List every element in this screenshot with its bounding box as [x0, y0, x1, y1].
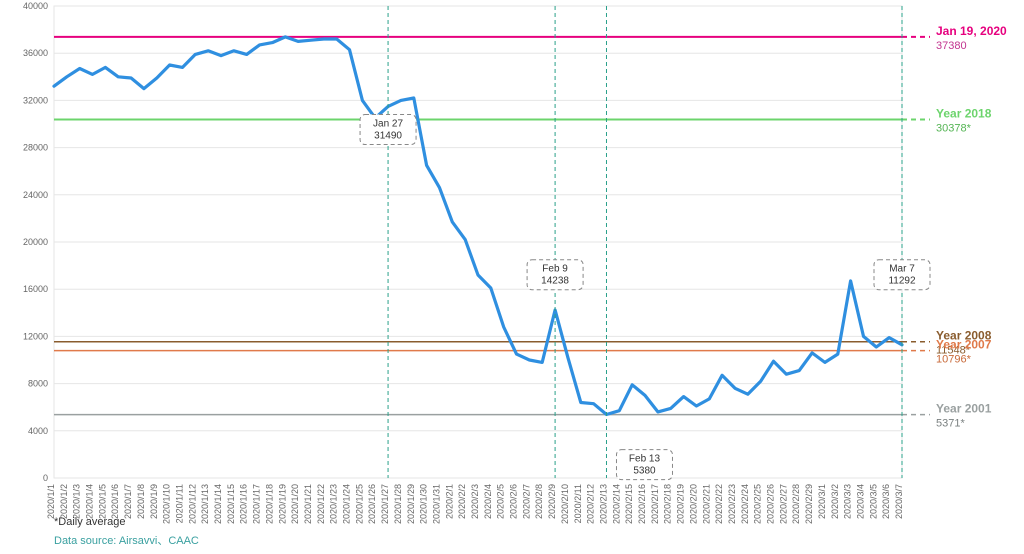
svg-text:28000: 28000 — [23, 143, 48, 153]
svg-text:2020/2/18: 2020/2/18 — [663, 484, 673, 524]
svg-text:32000: 32000 — [23, 95, 48, 105]
svg-text:2020/2/21: 2020/2/21 — [701, 484, 711, 524]
svg-text:2020/1/12: 2020/1/12 — [187, 484, 197, 524]
chart-container: { "chart": { "type": "line", "width": 10… — [0, 0, 1024, 554]
svg-text:Mar 7: Mar 7 — [889, 264, 915, 275]
svg-text:2020/2/13: 2020/2/13 — [598, 484, 608, 524]
svg-text:2020/1/2: 2020/1/2 — [59, 484, 69, 519]
svg-text:Jan 19, 2020: Jan 19, 2020 — [936, 24, 1007, 38]
svg-text:2020/2/19: 2020/2/19 — [676, 484, 686, 524]
svg-text:24000: 24000 — [23, 190, 48, 200]
svg-text:2020/1/25: 2020/1/25 — [354, 484, 364, 524]
svg-text:2020/1/1: 2020/1/1 — [46, 484, 56, 519]
svg-text:2020/1/8: 2020/1/8 — [136, 484, 146, 519]
svg-text:2020/3/2: 2020/3/2 — [830, 484, 840, 519]
svg-text:2020/3/7: 2020/3/7 — [894, 484, 904, 519]
svg-text:Year 2001: Year 2001 — [936, 402, 992, 416]
svg-text:5380: 5380 — [633, 466, 656, 477]
svg-text:0: 0 — [43, 473, 48, 483]
svg-text:2020/1/14: 2020/1/14 — [213, 484, 223, 524]
svg-text:2020/2/23: 2020/2/23 — [727, 484, 737, 524]
svg-text:Year 2007: Year 2007 — [936, 338, 992, 352]
svg-text:16000: 16000 — [23, 284, 48, 294]
svg-text:2020/1/9: 2020/1/9 — [149, 484, 159, 519]
svg-text:2020/1/30: 2020/1/30 — [419, 484, 429, 524]
svg-text:2020/1/19: 2020/1/19 — [277, 484, 287, 524]
svg-text:2020/2/6: 2020/2/6 — [509, 484, 519, 519]
svg-text:36000: 36000 — [23, 48, 48, 58]
svg-text:2020/2/20: 2020/2/20 — [688, 484, 698, 524]
svg-text:4000: 4000 — [28, 426, 48, 436]
svg-text:2020/1/16: 2020/1/16 — [239, 484, 249, 524]
svg-text:2020/2/11: 2020/2/11 — [573, 484, 583, 523]
footnote: *Daily average — [54, 516, 126, 528]
svg-text:Jan 27: Jan 27 — [373, 119, 403, 130]
svg-text:2020/3/5: 2020/3/5 — [868, 484, 878, 519]
svg-text:8000: 8000 — [28, 379, 48, 389]
svg-text:2020/1/11: 2020/1/11 — [174, 484, 184, 523]
line-chart: 0 4000 8000 12000 16000 20000 24000 28000 32000 3… — [0, 0, 1024, 554]
svg-text:2020/1/22: 2020/1/22 — [316, 484, 326, 524]
svg-text:2020/1/18: 2020/1/18 — [264, 484, 274, 524]
svg-text:2020/2/16: 2020/2/16 — [637, 484, 647, 524]
svg-text:2020/3/6: 2020/3/6 — [881, 484, 891, 519]
svg-text:2020/3/1: 2020/3/1 — [817, 484, 827, 519]
svg-text:12000: 12000 — [23, 331, 48, 341]
svg-text:2020/2/12: 2020/2/12 — [586, 484, 596, 524]
svg-text:14238: 14238 — [541, 276, 569, 287]
svg-text:2020/1/13: 2020/1/13 — [200, 484, 210, 524]
svg-text:2020/1/5: 2020/1/5 — [97, 484, 107, 519]
svg-text:10796*: 10796* — [936, 354, 972, 366]
svg-text:2020/1/26: 2020/1/26 — [367, 484, 377, 524]
svg-text:2020/2/4: 2020/2/4 — [483, 484, 493, 519]
svg-text:2020/2/29: 2020/2/29 — [804, 484, 814, 524]
svg-text:2020/3/4: 2020/3/4 — [855, 484, 865, 519]
svg-text:2020/2/3: 2020/2/3 — [470, 484, 480, 519]
svg-text:2020/2/10: 2020/2/10 — [560, 484, 570, 524]
svg-text:2020/1/28: 2020/1/28 — [393, 484, 403, 524]
svg-text:2020/2/24: 2020/2/24 — [740, 484, 750, 524]
svg-text:2020/1/6: 2020/1/6 — [110, 484, 120, 519]
svg-text:2020/1/10: 2020/1/10 — [162, 484, 172, 524]
svg-text:2020/2/26: 2020/2/26 — [766, 484, 776, 524]
svg-text:2020/1/7: 2020/1/7 — [123, 484, 133, 519]
svg-text:2020/1/29: 2020/1/29 — [406, 484, 416, 524]
svg-text:Year 2018: Year 2018 — [936, 107, 992, 121]
svg-text:2020/1/31: 2020/1/31 — [431, 484, 441, 524]
svg-text:2020/1/4: 2020/1/4 — [85, 484, 95, 519]
svg-text:5371*: 5371* — [936, 418, 965, 430]
svg-text:2020/2/22: 2020/2/22 — [714, 484, 724, 524]
svg-text:11292: 11292 — [888, 276, 916, 287]
svg-text:2020/1/21: 2020/1/21 — [303, 484, 313, 524]
svg-text:2020/1/17: 2020/1/17 — [252, 484, 262, 524]
svg-text:2020/2/9: 2020/2/9 — [547, 484, 557, 519]
data-source: Data source: Airsavvi、CAAC — [54, 532, 199, 548]
svg-text:2020/1/3: 2020/1/3 — [72, 484, 82, 519]
svg-text:30378*: 30378* — [936, 123, 972, 135]
svg-text:Feb 9: Feb 9 — [542, 264, 568, 275]
svg-text:2020/2/1: 2020/2/1 — [444, 484, 454, 519]
svg-text:2020/1/23: 2020/1/23 — [329, 484, 339, 524]
svg-text:2020/1/15: 2020/1/15 — [226, 484, 236, 524]
svg-text:2020/2/8: 2020/2/8 — [534, 484, 544, 519]
svg-text:2020/2/25: 2020/2/25 — [753, 484, 763, 524]
svg-text:2020/2/5: 2020/2/5 — [496, 484, 506, 519]
svg-text:2020/2/27: 2020/2/27 — [778, 484, 788, 524]
svg-text:2020/2/7: 2020/2/7 — [521, 484, 531, 519]
svg-text:2020/2/15: 2020/2/15 — [624, 484, 634, 524]
svg-text:20000: 20000 — [23, 237, 48, 247]
svg-text:2020/2/2: 2020/2/2 — [457, 484, 467, 519]
svg-text:2020/3/3: 2020/3/3 — [843, 484, 853, 519]
svg-text:37380: 37380 — [936, 40, 967, 52]
svg-text:2020/2/17: 2020/2/17 — [650, 484, 660, 524]
svg-text:2020/2/28: 2020/2/28 — [791, 484, 801, 524]
svg-text:2020/1/27: 2020/1/27 — [380, 484, 390, 524]
svg-text:31490: 31490 — [374, 131, 402, 142]
svg-text:2020/2/14: 2020/2/14 — [611, 484, 621, 524]
svg-text:2020/1/24: 2020/1/24 — [342, 484, 352, 524]
svg-text:40000: 40000 — [23, 1, 48, 11]
svg-text:Feb 13: Feb 13 — [629, 454, 661, 465]
svg-text:2020/1/20: 2020/1/20 — [290, 484, 300, 524]
